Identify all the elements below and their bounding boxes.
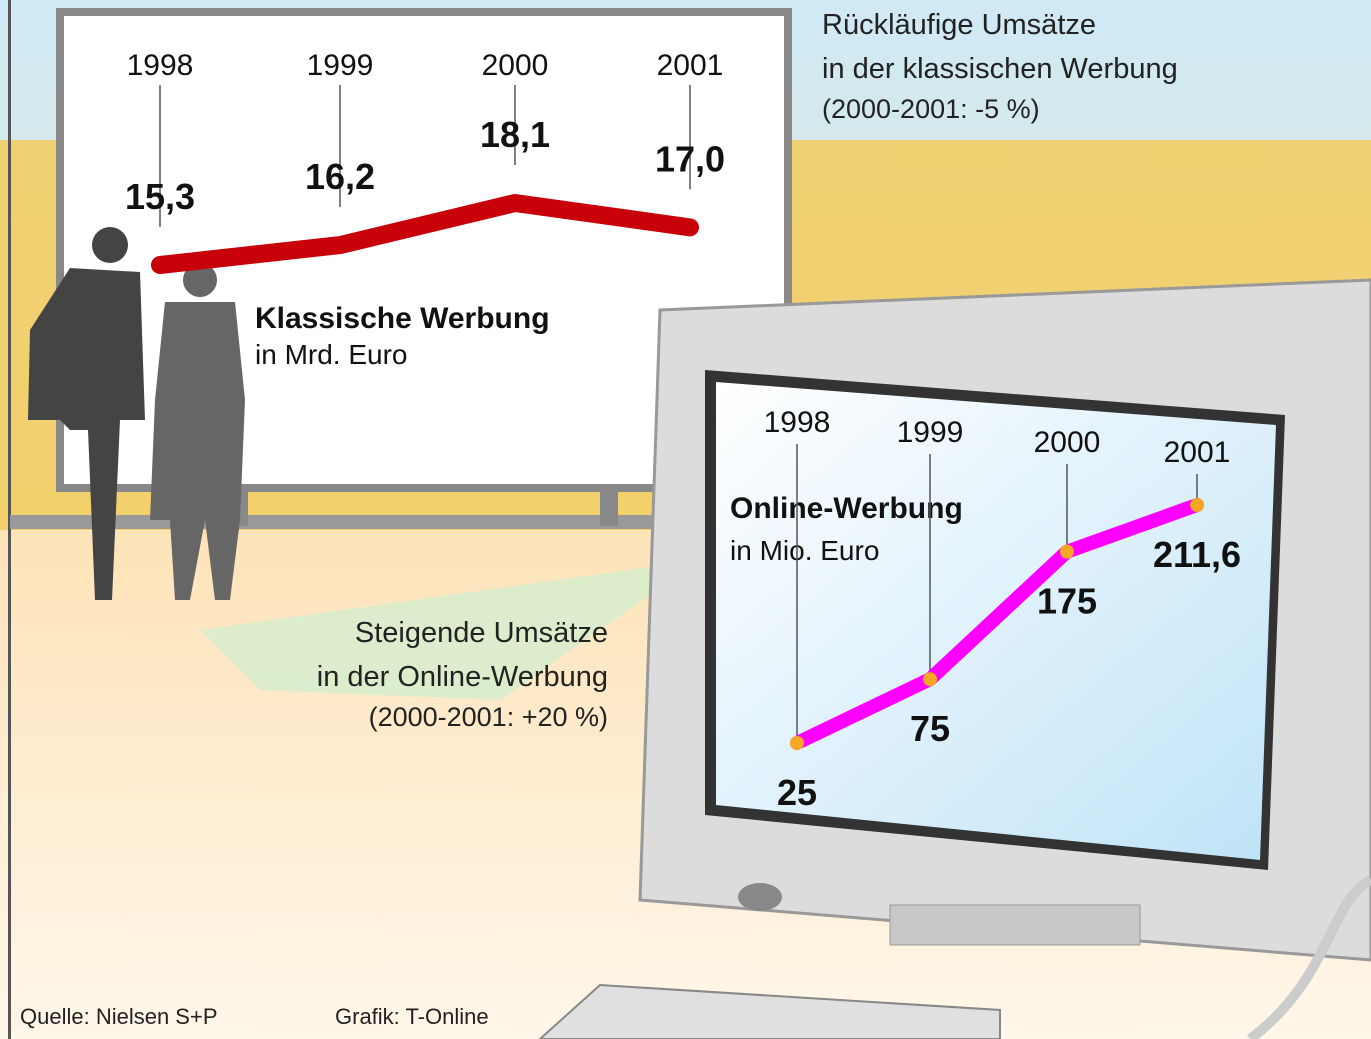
data-label: 175 xyxy=(1037,581,1097,622)
source: Quelle: Nielsen S+P xyxy=(20,1004,218,1029)
annotation: in der Online-Werbung xyxy=(317,661,608,693)
chart-subtitle: in Mio. Euro xyxy=(730,535,879,566)
x-tick-label: 2000 xyxy=(482,49,549,82)
x-tick-label: 1999 xyxy=(897,416,964,449)
credit: Grafik: T-Online xyxy=(335,1004,489,1029)
data-point xyxy=(1060,545,1074,559)
power-button xyxy=(738,883,782,911)
x-tick-label: 1998 xyxy=(764,406,831,439)
annotation: Steigende Umsätze xyxy=(355,617,608,649)
data-label: 16,2 xyxy=(305,156,375,197)
control-panel xyxy=(890,905,1140,945)
annotation: Rückläufige Umsätze xyxy=(822,9,1096,41)
annotation: (2000-2001: +20 %) xyxy=(369,702,608,732)
chart-title: Online-Werbung xyxy=(730,492,963,525)
data-label: 211,6 xyxy=(1153,534,1241,575)
data-point xyxy=(790,736,804,750)
chart-title: Klassische Werbung xyxy=(255,302,550,335)
data-label: 15,3 xyxy=(125,176,195,217)
chart-subtitle: in Mrd. Euro xyxy=(255,339,408,370)
x-tick-label: 1998 xyxy=(127,49,194,82)
x-tick-label: 2001 xyxy=(657,49,724,82)
x-tick-label: 1999 xyxy=(307,49,374,82)
annotation: in der klassischen Werbung xyxy=(822,53,1178,85)
infographic: Klassische Werbung in Mrd. Euro Online-W… xyxy=(0,0,1371,1039)
x-tick-label: 2001 xyxy=(1164,436,1231,469)
page: Klassische Werbung in Mrd. Euro Online-W… xyxy=(0,0,1371,1039)
data-point xyxy=(923,672,937,686)
annotation: (2000-2001: -5 %) xyxy=(822,94,1040,124)
data-point xyxy=(1190,498,1204,512)
data-label: 25 xyxy=(777,772,817,813)
data-label: 17,0 xyxy=(655,138,725,179)
data-label: 18,1 xyxy=(480,114,550,155)
post xyxy=(600,484,618,526)
data-label: 75 xyxy=(910,708,950,749)
x-tick-label: 2000 xyxy=(1034,426,1101,459)
